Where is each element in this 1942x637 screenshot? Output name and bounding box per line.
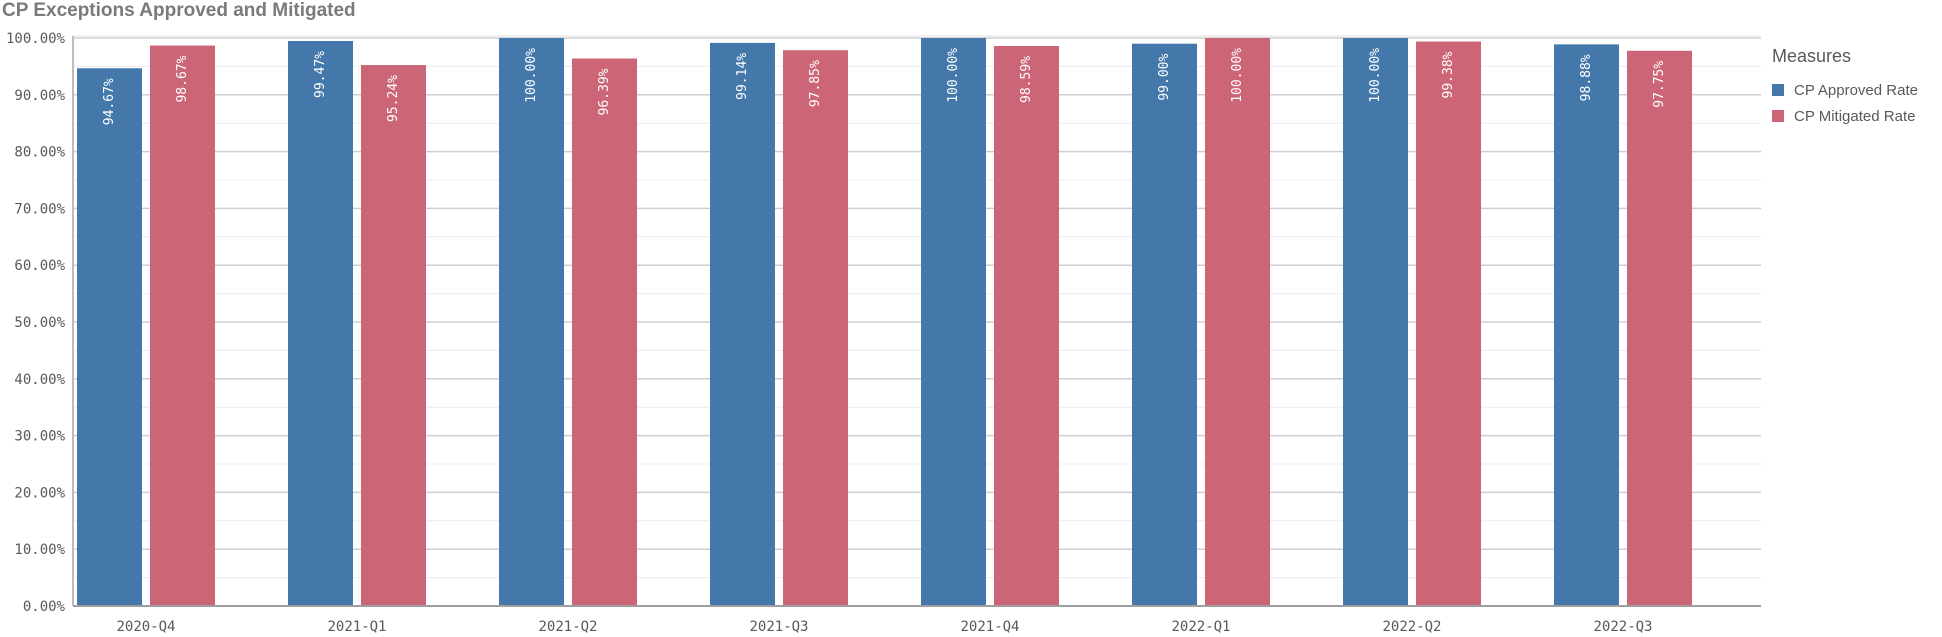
bar-approved [1554, 44, 1619, 607]
x-tick-label: 2021-Q2 [538, 619, 597, 635]
legend-label-approved: CP Approved Rate [1794, 81, 1918, 99]
y-tick-label: 80.00% [14, 145, 65, 161]
bar-mitigated [994, 46, 1059, 607]
legend-swatch-mitigated [1772, 110, 1784, 122]
bar-data-label: 100.00% [946, 48, 961, 103]
y-tick-label: 20.00% [14, 485, 65, 501]
legend-swatch-approved [1772, 84, 1784, 96]
bar-data-label: 99.38% [1441, 51, 1456, 98]
bar-data-label: 98.59% [1019, 56, 1034, 103]
bar-approved [499, 38, 564, 606]
bar-data-label: 96.39% [597, 68, 612, 115]
bar-mitigated [1205, 38, 1270, 606]
y-tick-label: 40.00% [14, 372, 65, 388]
bar-data-label: 99.00% [1157, 54, 1172, 101]
x-tick-label: 2021-Q1 [327, 619, 386, 635]
bar-mitigated [150, 45, 215, 607]
bar-data-label: 97.85% [808, 60, 823, 107]
y-tick-label: 60.00% [14, 258, 65, 274]
bar-mitigated [1416, 41, 1481, 606]
bar-approved [1343, 38, 1408, 606]
bar-data-label: 100.00% [524, 48, 539, 103]
x-tick-label: 2021-Q3 [749, 619, 808, 635]
y-tick-label: 10.00% [14, 542, 65, 558]
y-tick-label: 100.00% [6, 31, 66, 47]
legend: Measures CP Approved Rate CP Mitigated R… [1772, 46, 1918, 129]
x-tick-label: 2022-Q1 [1171, 619, 1230, 635]
bar-data-label: 100.00% [1368, 48, 1383, 103]
y-tick-label: 50.00% [14, 315, 65, 331]
x-tick-label: 2020-Q4 [116, 619, 175, 635]
bar-approved [77, 68, 142, 606]
legend-item-mitigated[interactable]: CP Mitigated Rate [1772, 103, 1918, 129]
bar-approved [710, 42, 775, 606]
y-tick-label: 90.00% [14, 88, 65, 104]
legend-label-mitigated: CP Mitigated Rate [1794, 107, 1916, 125]
y-tick-label: 30.00% [14, 429, 65, 445]
bar-data-label: 99.47% [313, 51, 328, 98]
y-tick-label: 0.00% [23, 599, 66, 615]
bar-data-label: 94.67% [102, 78, 117, 125]
legend-item-approved[interactable]: CP Approved Rate [1772, 77, 1918, 103]
bar-mitigated [361, 65, 426, 606]
bar-approved [921, 38, 986, 606]
bar-mitigated [1627, 50, 1692, 606]
bar-data-label: 98.67% [175, 55, 190, 102]
bar-data-label: 97.75% [1652, 61, 1667, 108]
legend-title: Measures [1772, 46, 1852, 66]
bar-data-label: 99.14% [735, 53, 750, 100]
y-tick-label: 70.00% [14, 201, 65, 217]
x-tick-label: 2022-Q2 [1382, 619, 1441, 635]
bar-mitigated [783, 50, 848, 607]
x-tick-label: 2021-Q4 [960, 619, 1019, 635]
bar-approved [1132, 43, 1197, 607]
bar-data-label: 100.00% [1230, 48, 1245, 103]
bar-data-label: 95.24% [386, 75, 401, 122]
chart-title: CP Exceptions Approved and Mitigated [2, 0, 356, 21]
bar-approved [288, 41, 353, 607]
bar-mitigated [572, 58, 637, 606]
bar-data-label: 98.88% [1579, 54, 1594, 101]
x-tick-label: 2022-Q3 [1593, 619, 1652, 635]
